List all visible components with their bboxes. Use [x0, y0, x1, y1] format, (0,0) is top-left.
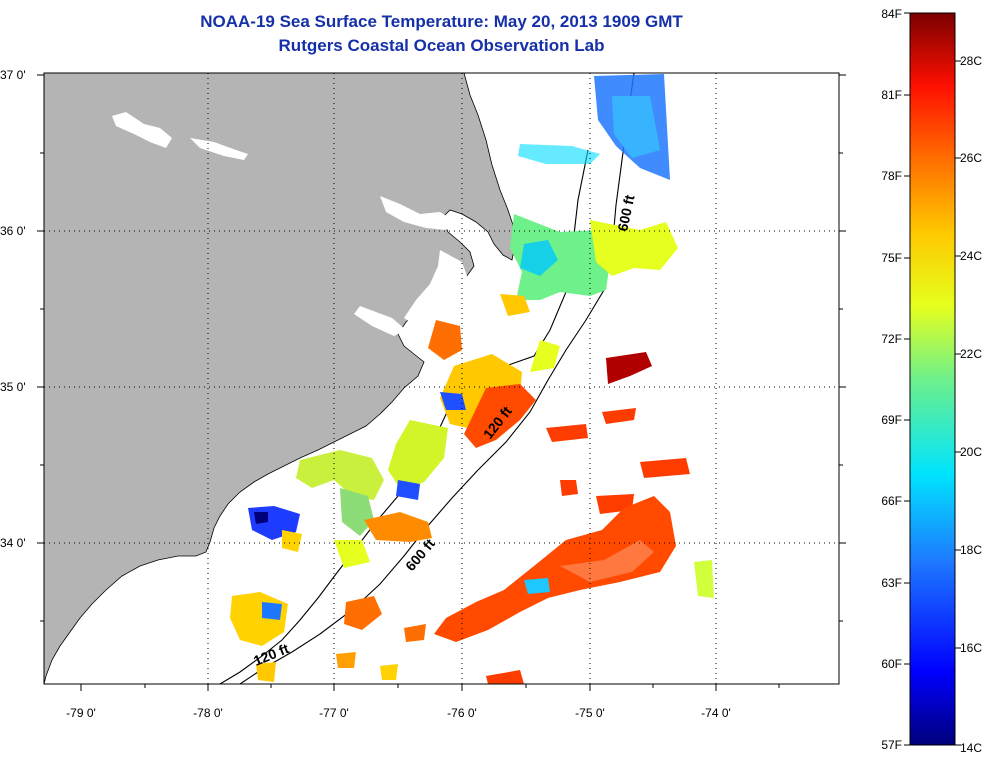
colorbar-f-label: 72F: [881, 332, 902, 346]
sst-patch: [396, 480, 420, 500]
sst-patch: [524, 578, 550, 594]
lat-label: 37 0': [0, 68, 26, 82]
lon-label: -74 0': [701, 706, 731, 720]
colorbar-c-label: 26C: [960, 151, 982, 165]
sst-patch: [486, 670, 524, 684]
colorbar-c-label: 28C: [960, 54, 982, 68]
lon-label: -76 0': [447, 706, 477, 720]
sst-patch: [464, 384, 536, 448]
lon-label: -79 0': [66, 706, 96, 720]
pamlico-sound: [404, 250, 470, 326]
axis-ticks: [37, 74, 846, 691]
sst-patch: [404, 624, 426, 642]
sst-patch: [520, 240, 558, 276]
colorbar-f-label: 60F: [881, 657, 902, 671]
sst-patch: [254, 512, 268, 524]
sst-patch: [296, 450, 384, 500]
colorbar-f-label: 75F: [881, 251, 902, 265]
lat-label: 36 0': [0, 224, 26, 238]
colorbar-ticks: [904, 12, 961, 746]
sst-patch: [560, 480, 578, 496]
sst-patch: [340, 488, 374, 536]
river-1: [112, 112, 172, 148]
sst-patch: [434, 496, 676, 642]
sst-patch: [606, 352, 652, 384]
colorbar-f-label: 81F: [881, 88, 902, 102]
map-title: NOAA-19 Sea Surface Temperature: May 20,…: [44, 10, 839, 58]
colorbar-f-label: 84F: [881, 7, 902, 21]
sst-patch: [282, 530, 302, 552]
sst-patch: [262, 602, 282, 620]
lon-label: -75 0': [575, 706, 605, 720]
sst-patch: [344, 596, 382, 630]
title-line-2: Rutgers Coastal Ocean Observation Lab: [278, 36, 605, 55]
sst-patch: [590, 220, 678, 276]
colorbar-f-label: 69F: [881, 413, 902, 427]
graticule: [44, 73, 839, 684]
land-mass: [44, 73, 516, 684]
colorbar-f-label: 66F: [881, 494, 902, 508]
sst-patch: [440, 392, 466, 410]
river-2: [190, 138, 248, 160]
sst-patch: [530, 340, 560, 372]
sst-patch: [388, 420, 448, 492]
lat-label: 35 0': [0, 380, 26, 394]
sst-patch: [560, 540, 654, 582]
colorbar-c-label: 20C: [960, 445, 982, 459]
sst-swaths: [230, 74, 714, 684]
sst-patch: [500, 294, 530, 316]
sst-patch: [602, 408, 636, 424]
sst-patch: [510, 214, 618, 300]
lat-label: 34 0': [0, 536, 26, 550]
sst-patch: [694, 560, 714, 598]
sst-patch: [336, 652, 356, 668]
isobath-600ft: [239, 73, 635, 684]
colorbar-c-label: 22C: [960, 347, 982, 361]
lon-label: -78 0': [193, 706, 223, 720]
colorbar: [909, 12, 956, 746]
colorbar-c-label: 16C: [960, 641, 982, 655]
sst-patch: [334, 540, 370, 568]
sst-patch: [256, 662, 276, 682]
albemarle-sound: [380, 196, 456, 230]
sst-patch: [612, 96, 660, 158]
colorbar-c-label: 18C: [960, 543, 982, 557]
colorbar-f-label: 78F: [881, 169, 902, 183]
sst-patch: [428, 320, 462, 360]
sst-patch: [380, 664, 398, 680]
sst-patch: [546, 424, 588, 442]
colorbar-c-label: 24C: [960, 249, 982, 263]
sst-patch: [640, 458, 690, 478]
colorbar-f-label: 63F: [881, 576, 902, 590]
neuse-river: [354, 306, 406, 336]
lon-label: -77 0': [319, 706, 349, 720]
colorbar-f-label: 57F: [881, 738, 902, 752]
title-line-1: NOAA-19 Sea Surface Temperature: May 20,…: [200, 12, 683, 31]
sst-patch: [518, 144, 600, 164]
sst-patch: [364, 512, 432, 542]
colorbar-c-label: 14C: [960, 741, 982, 755]
contour-label-600ft: 600 ft: [614, 193, 637, 232]
map-border: [43, 72, 840, 685]
